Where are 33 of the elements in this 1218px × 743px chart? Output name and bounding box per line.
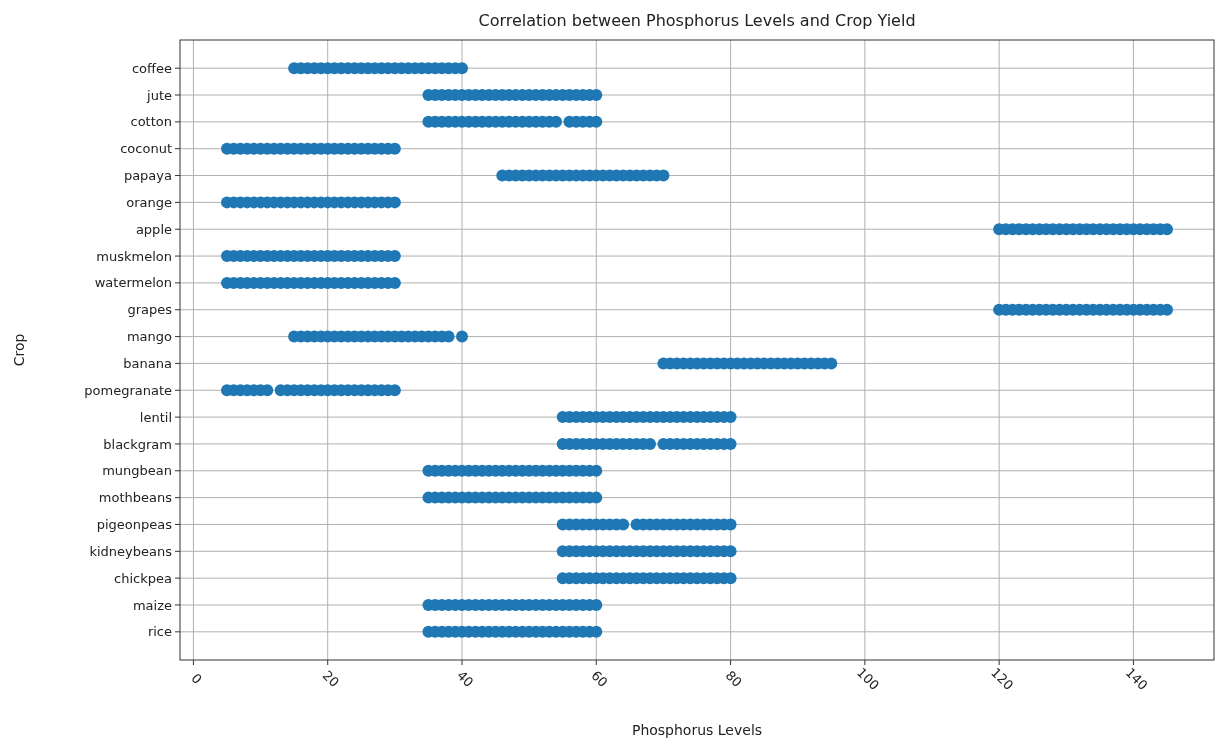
y-tick-label: maize xyxy=(132,597,172,613)
x-tick-label: 120 xyxy=(988,664,1017,693)
y-tick-label: papaya xyxy=(123,168,172,184)
x-tick-label: 140 xyxy=(1122,664,1151,693)
y-tick-label: rice xyxy=(147,624,172,640)
y-tick-label: watermelon xyxy=(94,275,172,291)
y-tick-label: orange xyxy=(126,194,172,210)
y-tick-label: muskmelon xyxy=(96,248,172,264)
x-tick-label: 100 xyxy=(853,664,883,693)
y-tick-label: apple xyxy=(135,221,172,237)
x-tick-label: 80 xyxy=(722,667,745,690)
y-tick-label: banana xyxy=(123,355,172,371)
chart-title: Correlation between Phosphorus Levels and Crop Yield xyxy=(478,11,916,30)
x-tick-label: 0 xyxy=(188,670,205,688)
x-axis-title: Phosphorus Levels xyxy=(631,722,763,738)
y-axis-title: Crop xyxy=(11,333,27,367)
y-tick-label: pomegranate xyxy=(84,382,172,398)
y-tick-label: coconut xyxy=(120,141,172,157)
y-tick-label: mango xyxy=(126,329,173,345)
y-tick-label: mothbeans xyxy=(98,490,173,506)
y-tick-label: blackgram xyxy=(103,436,172,452)
y-tick-label: coffee xyxy=(131,60,172,76)
y-tick-label: mungbean xyxy=(102,463,172,479)
x-tick-label: 20 xyxy=(319,667,343,690)
y-tick-label: grapes xyxy=(127,302,173,318)
y-tick-label: pigeonpeas xyxy=(96,517,173,533)
y-tick-label: chickpea xyxy=(114,570,172,586)
y-tick-label: lentil xyxy=(139,409,172,425)
y-tick-label: jute xyxy=(146,87,172,103)
y-tick-label: kidneybeans xyxy=(89,543,173,559)
y-tick-label: cotton xyxy=(130,114,172,130)
x-tick-label: 60 xyxy=(588,667,611,690)
x-tick-label: 40 xyxy=(454,667,477,690)
